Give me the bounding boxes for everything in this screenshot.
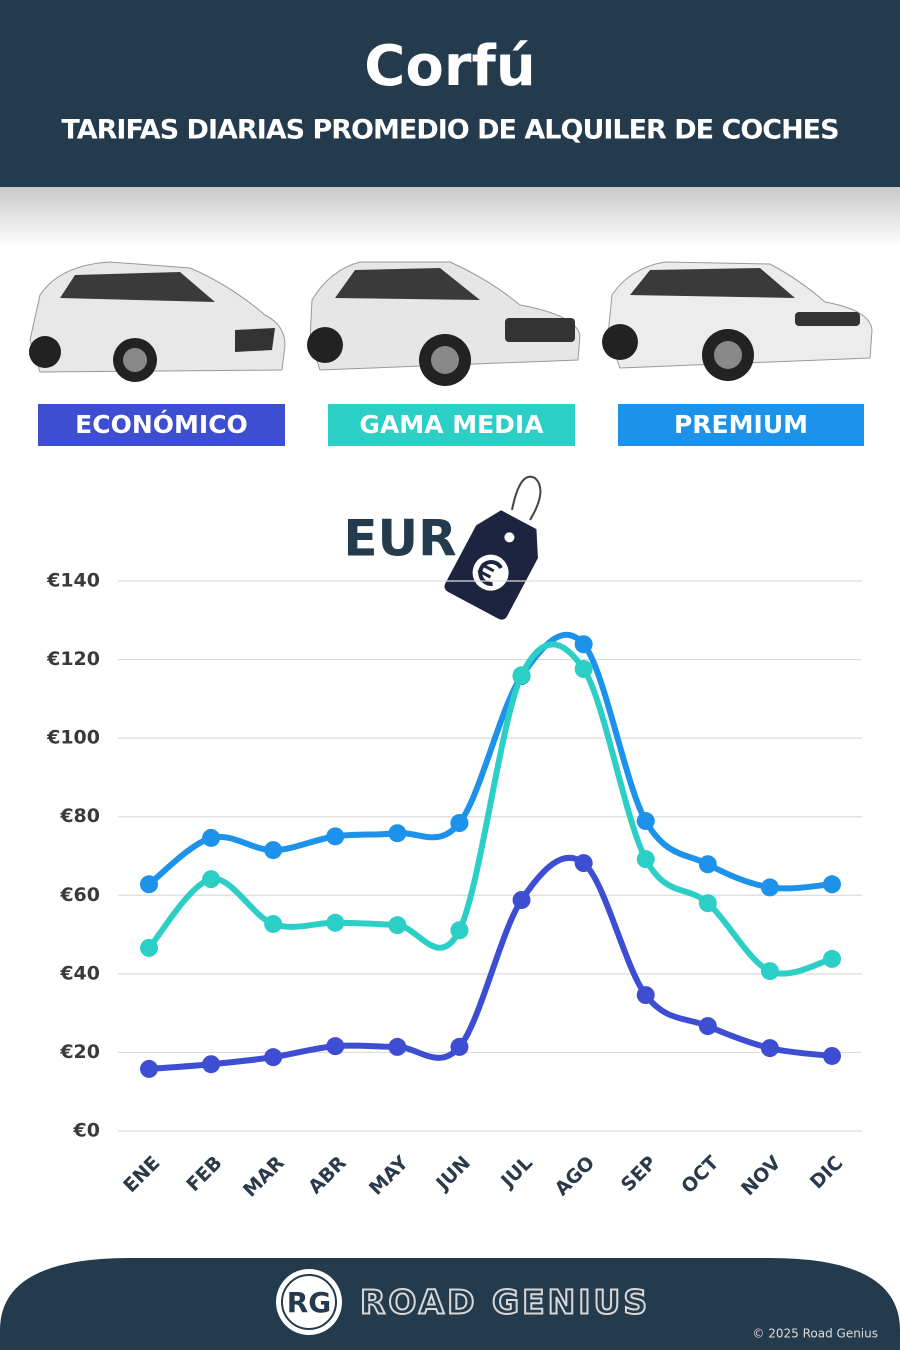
data-point xyxy=(388,916,407,935)
data-point xyxy=(140,938,158,957)
y-tick-label: €40 xyxy=(59,962,100,984)
copyright: © 2025 Road Genius xyxy=(752,1327,878,1341)
legend-label: ECONÓMICO xyxy=(75,409,248,439)
data-point xyxy=(326,913,345,932)
footer xyxy=(0,1258,900,1350)
price-tag-icon xyxy=(444,475,542,620)
y-tick-label: €60 xyxy=(59,884,100,906)
y-tick-label: €140 xyxy=(46,570,100,592)
brand-name: ROAD GENIUS xyxy=(360,1283,650,1322)
header xyxy=(0,0,900,187)
data-point xyxy=(823,1046,841,1065)
data-point xyxy=(698,894,717,913)
unit-label: EUR xyxy=(343,510,456,568)
data-point xyxy=(823,875,841,894)
data-point xyxy=(264,841,283,860)
data-point xyxy=(326,827,345,846)
data-point xyxy=(388,824,407,843)
legend-box xyxy=(618,404,864,446)
data-point xyxy=(140,875,158,894)
data-point xyxy=(760,962,779,981)
data-point xyxy=(264,914,283,933)
data-point xyxy=(202,828,221,847)
data-point xyxy=(202,1055,221,1074)
data-point xyxy=(450,1037,469,1056)
header-shadow xyxy=(0,187,900,247)
car-midsize xyxy=(307,261,581,386)
data-point xyxy=(760,878,779,897)
data-point xyxy=(574,854,593,873)
data-point xyxy=(326,1037,345,1056)
data-point xyxy=(574,660,593,678)
data-point xyxy=(698,855,717,874)
legend-label: GAMA MEDIA xyxy=(359,410,544,439)
y-tick-label: €20 xyxy=(59,1041,100,1063)
legend-label: PREMIUM xyxy=(674,410,808,439)
y-tick-label: €120 xyxy=(46,648,100,670)
data-point xyxy=(512,891,531,909)
data-point xyxy=(636,812,655,831)
data-point xyxy=(264,1048,283,1067)
data-point xyxy=(450,814,469,832)
car-premium xyxy=(602,261,873,381)
data-point xyxy=(574,635,593,654)
data-point xyxy=(698,1017,717,1036)
data-point xyxy=(823,949,841,968)
data-point xyxy=(636,850,655,869)
data-point xyxy=(760,1039,779,1058)
car-economy xyxy=(29,261,286,382)
data-point xyxy=(202,870,221,889)
title: Corfú xyxy=(364,34,535,99)
logo-text: RG xyxy=(287,1286,332,1319)
y-tick-label: €0 xyxy=(73,1120,100,1142)
data-point xyxy=(636,986,655,1005)
logo-ring xyxy=(281,1274,337,1330)
data-point xyxy=(388,1037,407,1056)
legend-box xyxy=(328,404,575,446)
data-point xyxy=(512,666,531,685)
y-tick-label: €100 xyxy=(46,727,100,749)
data-point xyxy=(140,1059,158,1078)
subtitle: TARIFAS DIARIAS PROMEDIO DE ALQUILER DE … xyxy=(61,115,838,146)
data-point xyxy=(450,921,469,940)
logo-circle xyxy=(276,1269,342,1335)
legend-box xyxy=(38,404,285,446)
y-tick-label: €80 xyxy=(59,805,100,827)
